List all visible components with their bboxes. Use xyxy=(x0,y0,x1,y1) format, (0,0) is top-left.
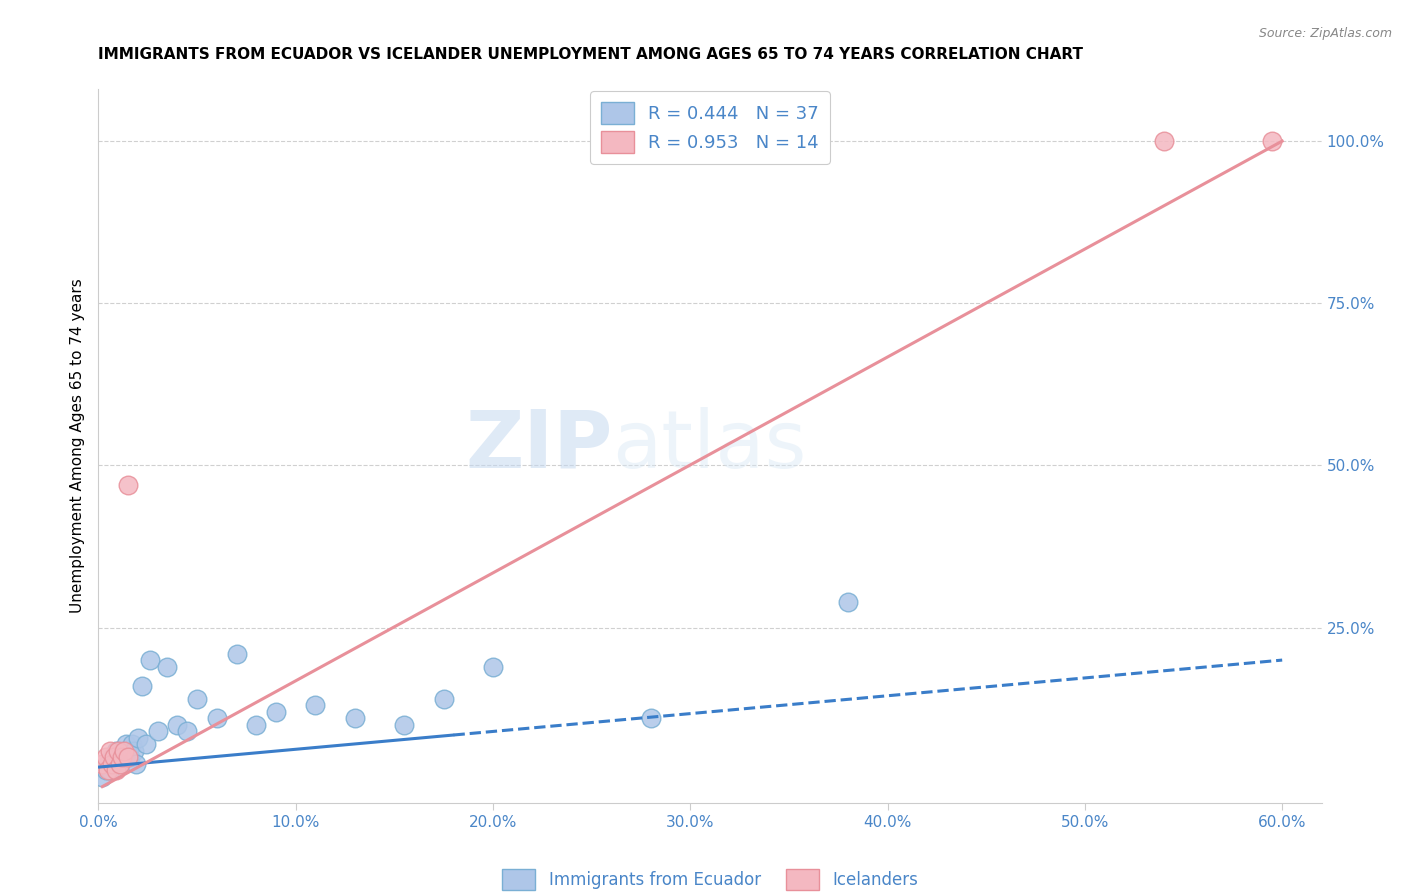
Point xyxy=(96,750,118,764)
Point xyxy=(640,711,662,725)
Point xyxy=(186,692,208,706)
Legend: Immigrants from Ecuador, Icelanders: Immigrants from Ecuador, Icelanders xyxy=(494,861,927,892)
Point xyxy=(131,679,153,693)
Point xyxy=(225,647,247,661)
Point xyxy=(392,718,416,732)
Point xyxy=(91,770,114,784)
Point xyxy=(117,744,139,758)
Point xyxy=(118,750,141,764)
Point xyxy=(121,738,143,752)
Point xyxy=(101,756,124,771)
Point xyxy=(108,756,131,771)
Point xyxy=(837,595,859,609)
Point xyxy=(96,764,118,778)
Text: IMMIGRANTS FROM ECUADOR VS ICELANDER UNEMPLOYMENT AMONG AGES 65 TO 74 YEARS CORR: IMMIGRANTS FROM ECUADOR VS ICELANDER UNE… xyxy=(98,47,1084,62)
Point xyxy=(138,653,160,667)
Point xyxy=(117,478,139,492)
Point xyxy=(125,756,148,771)
Point xyxy=(103,756,125,771)
Point xyxy=(135,738,157,752)
Point xyxy=(1153,134,1175,148)
Point xyxy=(127,731,149,745)
Point xyxy=(103,750,125,764)
Point xyxy=(264,705,287,719)
Point xyxy=(245,718,267,732)
Point xyxy=(91,756,114,771)
Point xyxy=(107,744,129,758)
Y-axis label: Unemployment Among Ages 65 to 74 years: Unemployment Among Ages 65 to 74 years xyxy=(69,278,84,614)
Point xyxy=(98,764,121,778)
Point xyxy=(146,724,169,739)
Point xyxy=(482,659,505,673)
Point xyxy=(97,764,120,778)
Point xyxy=(108,756,131,771)
Point xyxy=(166,718,188,732)
Point xyxy=(115,738,138,752)
Text: Source: ZipAtlas.com: Source: ZipAtlas.com xyxy=(1258,27,1392,40)
Point xyxy=(105,744,128,758)
Point xyxy=(433,692,456,706)
Point xyxy=(112,744,135,758)
Point xyxy=(304,698,326,713)
Point xyxy=(112,750,135,764)
Point xyxy=(111,750,134,764)
Point xyxy=(105,764,128,778)
Point xyxy=(205,711,228,725)
Point xyxy=(98,744,121,758)
Text: ZIP: ZIP xyxy=(465,407,612,485)
Point xyxy=(97,756,120,771)
Text: atlas: atlas xyxy=(612,407,807,485)
Point xyxy=(117,750,139,764)
Point xyxy=(343,711,366,725)
Point xyxy=(122,744,145,758)
Point xyxy=(101,750,124,764)
Point xyxy=(111,744,134,758)
Point xyxy=(156,659,179,673)
Point xyxy=(176,724,198,739)
Point xyxy=(1261,134,1284,148)
Point xyxy=(107,750,129,764)
